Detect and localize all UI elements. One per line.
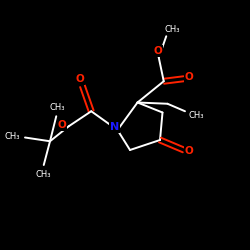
Text: O: O: [185, 146, 194, 156]
Text: CH₃: CH₃: [188, 110, 204, 120]
Text: O: O: [57, 120, 66, 130]
Text: CH₃: CH₃: [36, 170, 52, 179]
Text: CH₃: CH₃: [5, 132, 20, 141]
Text: CH₃: CH₃: [165, 26, 180, 35]
Text: O: O: [153, 46, 162, 56]
Text: O: O: [76, 74, 84, 84]
Text: CH₃: CH₃: [50, 103, 65, 112]
Text: N: N: [110, 122, 119, 132]
Text: O: O: [185, 72, 194, 83]
